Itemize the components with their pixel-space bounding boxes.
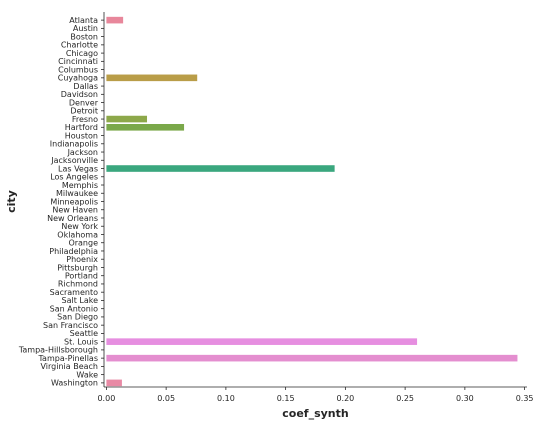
y-tick-label: Wake [76,370,98,379]
y-axis-title: city [5,190,18,213]
y-tick-label: San Diego [57,313,98,322]
y-tick-label: Seattle [70,329,98,338]
y-tick-label: Jackson [67,148,98,157]
y-tick-label: Columbus [58,65,98,74]
y-tick-label: Houston [65,131,98,140]
y-tick-label: Detroit [70,107,98,116]
y-tick-label: Dallas [73,82,98,91]
y-tick-label: Virginia Beach [41,362,99,371]
y-tick-label: Denver [69,98,99,107]
y-tick-label: Pittsburgh [57,263,98,272]
y-tick-label: Portland [65,272,98,281]
x-axis-title: coef_synth [282,407,348,420]
y-tick-label: St. Louis [64,337,98,346]
y-tick-label: Salt Lake [61,296,98,305]
y-tick-label: Austin [73,24,98,33]
y-tick-label: Hartford [65,123,98,132]
y-tick-label: Minneapolis [50,197,98,206]
x-tick-label: 0.25 [396,394,414,403]
x-axis-ticks: 0.00 0.05 0.10 0.15 0.20 0.25 0.30 0.35 [97,387,534,403]
x-tick-label: 0.05 [157,394,175,403]
bar-st-louis [106,338,418,345]
y-tick-label: Boston [70,32,98,41]
y-tick-label: Oklahoma [57,230,98,239]
x-tick-label: 0.10 [217,394,235,403]
y-tick-label: Richmond [58,280,98,289]
y-tick-label: Las Vegas [58,164,98,173]
y-tick-label: San Antonio [50,304,98,313]
y-tick-label: Washington [51,379,98,388]
y-tick-label: Tampa-Pinellas [37,354,98,363]
y-tick-label: Philadelphia [49,247,98,256]
y-tick-label: Fresno [72,115,98,124]
x-tick-label: 0.20 [336,394,354,403]
y-tick-label: Charlotte [61,41,98,50]
y-tick-label: Cuyahoga [58,74,98,83]
x-tick-label: 0.35 [516,394,534,403]
y-tick-label: Chicago [66,49,98,58]
y-tick-label: New Orleans [47,214,98,223]
bar-tampa-pinellas [106,354,518,362]
y-tick-label: New Haven [52,206,98,215]
x-tick-label: 0.30 [456,394,474,403]
x-tick-label: 0.00 [97,394,115,403]
bar-cuyahoga [106,74,198,82]
bar-fresno [106,115,148,123]
y-tick-label: Davidson [61,90,98,99]
y-axis-ticks: AtlantaAustinBostonCharlotteChicagoCinci… [18,16,104,388]
bars [106,16,518,387]
bar-las-vegas [106,165,335,172]
y-tick-label: Atlanta [69,16,98,25]
y-tick-label: New York [61,222,98,231]
x-tick-label: 0.15 [277,394,295,403]
y-tick-label: Orange [68,239,98,248]
bar-washington [106,379,122,387]
y-tick-label: Los Angeles [50,173,98,182]
y-tick-label: Cincinnati [58,57,98,66]
y-tick-label: Tampa-Hillsborough [18,346,98,355]
y-tick-label: Phoenix [66,255,98,264]
y-tick-label: Sacramento [50,288,98,297]
y-tick-label: Milwaukee [56,189,98,198]
y-tick-label: Indianapolis [50,140,98,149]
y-tick-label: Jacksonville [50,156,98,165]
bar-hartford [106,124,185,131]
y-tick-label: San Francisco [43,321,98,330]
bar-atlanta [106,16,124,24]
y-tick-label: Memphis [62,181,98,190]
